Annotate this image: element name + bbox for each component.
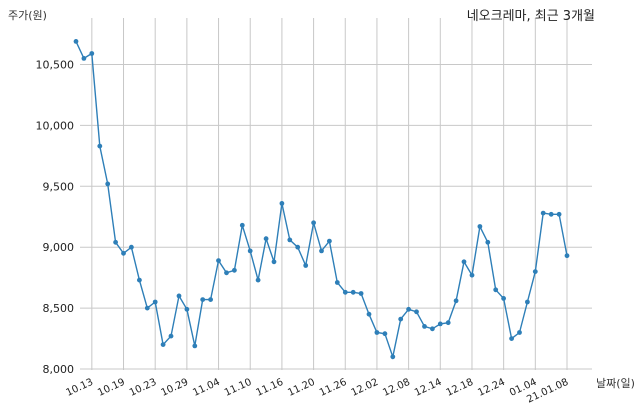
data-point [263,236,269,242]
y-tick-label: 9,500 [43,180,75,193]
data-point [200,297,206,302]
data-point [232,267,237,273]
data-point [295,244,301,250]
data-point [493,287,499,293]
data-point [271,259,277,265]
data-point [327,238,332,244]
chart-title: 네오크레마, 최근 3개월 [466,9,595,24]
data-point [374,330,380,335]
data-point [540,210,546,216]
x-tick-label: 12.14 [413,377,444,399]
data-point [501,296,506,301]
data-point [287,237,293,243]
data-point [303,263,309,268]
x-tick-label: 11.04 [191,377,222,399]
data-point [532,269,538,274]
x-tick-label: 11.10 [223,377,254,399]
y-tick-label: 9,000 [43,241,75,254]
data-point [184,306,190,312]
data-point [485,239,491,245]
series-line [75,41,568,360]
x-tick-label: 12.02 [350,377,381,399]
x-tick-label: 12.18 [445,377,476,399]
data-point [422,324,427,329]
data-point [556,211,562,217]
data-point [358,291,364,296]
data-point [279,201,285,206]
data-point [255,277,261,283]
data-point [430,326,435,332]
data-point [406,306,411,312]
data-point [414,309,419,315]
x-tick-label: 10.13 [65,377,96,399]
data-point [192,343,198,349]
data-point [469,272,475,278]
x-tick-label: 11.26 [318,377,349,399]
data-point [89,51,95,56]
data-point [548,211,554,217]
y-tick-labels: 8,000 8,500 9,000 9,500 10,000 10,500 [36,59,75,377]
x-tick-label: 12.08 [381,377,412,399]
data-point [319,248,324,254]
data-point [168,333,174,339]
x-tick-label: 10.29 [160,377,191,399]
x-tick-label: 12.24 [476,377,507,399]
data-point [437,321,443,327]
data-point [73,39,79,44]
x-tick-label: 10.19 [96,377,127,399]
data-point [81,56,87,61]
data-point [334,280,340,285]
data-point [113,239,118,245]
y-tick-label: 10,500 [36,59,75,72]
x-tick-labels: 10.13 10.19 10.23 10.29 11.04 11.10 11.16 11.20… [65,377,571,406]
data-point [382,331,388,337]
data-point [216,258,221,263]
data-point [121,250,126,256]
series-group [73,39,570,360]
data-point [453,298,459,304]
x-tick-label: 11.16 [255,377,286,399]
data-point [509,336,514,341]
data-point [342,289,348,295]
data-point [160,342,166,347]
x-axis-label: 날짜(일) [596,377,635,390]
data-point [176,293,182,299]
y-axis-label: 주가(원) [8,9,47,22]
data-point [224,270,229,276]
data-point [398,316,404,322]
data-point [366,311,372,317]
data-point [239,222,245,228]
data-point [477,224,483,229]
data-point [525,299,530,305]
y-tick-label: 10,000 [36,119,75,132]
data-point [129,244,134,250]
data-point [311,220,316,226]
data-point [350,289,356,295]
data-point [152,299,158,305]
data-point [445,320,451,326]
data-point [517,330,522,335]
data-point [105,181,111,187]
data-point [247,248,253,254]
x-tick-label: 10.23 [128,377,159,399]
data-point [137,277,142,283]
data-point [97,143,103,149]
data-point [564,253,570,259]
y-tick-label: 8,000 [43,363,75,376]
data-point [390,354,396,360]
grid-lines [80,18,592,370]
data-point [144,305,150,311]
x-tick-label: 11.20 [286,377,317,399]
y-tick-label: 8,500 [43,302,75,315]
data-point [461,259,467,265]
data-point [208,297,214,302]
